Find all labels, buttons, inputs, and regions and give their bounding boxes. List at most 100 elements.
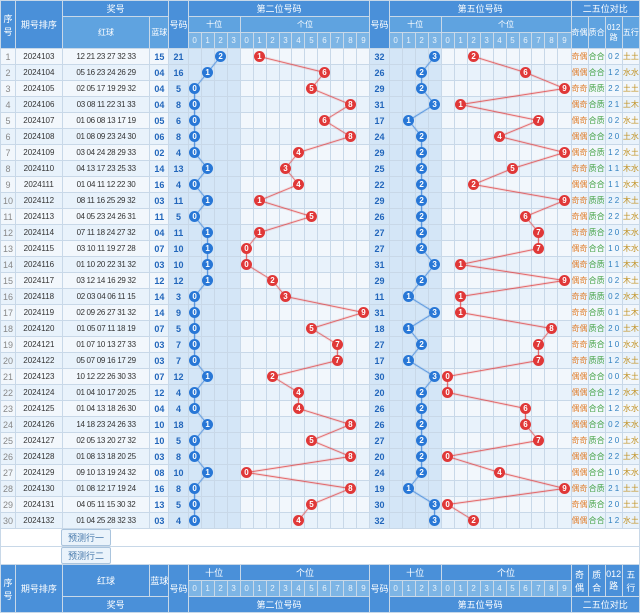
cell-issue[interactable]: 2024105 (15, 81, 62, 97)
cell-n5: 32 (370, 49, 389, 65)
cell-issue[interactable]: 2024112 (15, 193, 62, 209)
digit-hdr: 2 (467, 33, 480, 49)
cell-issue[interactable]: 2024106 (15, 97, 62, 113)
cell-blueball: 04 (150, 65, 169, 81)
miss-cell (357, 113, 370, 129)
cell-issue[interactable]: 2024126 (15, 417, 62, 433)
miss-cell (266, 49, 279, 65)
miss-cell (441, 513, 454, 529)
miss-cell (454, 161, 467, 177)
cell-issue[interactable]: 2024132 (15, 513, 62, 529)
miss-cell (467, 289, 480, 305)
predict-row-2-button[interactable]: 预测行二 (61, 547, 111, 564)
miss-cell (292, 81, 305, 97)
miss-cell (240, 129, 253, 145)
miss-cell (441, 257, 454, 273)
miss-cell (357, 49, 370, 65)
ball-ge5: 1 (454, 97, 467, 113)
digit-hdr: 0 (441, 581, 454, 597)
cell-issue[interactable]: 2024113 (15, 209, 62, 225)
miss-cell (318, 145, 331, 161)
cell-issue[interactable]: 2024104 (15, 65, 62, 81)
ball-shi2: 0 (188, 433, 201, 449)
cell-issue[interactable]: 2024107 (15, 113, 62, 129)
miss-cell (214, 513, 227, 529)
miss-cell (279, 49, 292, 65)
cell-seq: 8 (1, 161, 16, 177)
cell-issue[interactable]: 2024108 (15, 129, 62, 145)
cell-issue[interactable]: 2024123 (15, 369, 62, 385)
miss-cell (279, 369, 292, 385)
miss-cell (188, 417, 201, 433)
miss-cell (454, 65, 467, 81)
digit-hdr: 0 (389, 33, 402, 49)
cell-issue[interactable]: 2024116 (15, 257, 62, 273)
cell-issue[interactable]: 2024120 (15, 321, 62, 337)
cell-n2: 10 (169, 465, 188, 481)
ball-shi5: 3 (428, 97, 441, 113)
cell-issue[interactable]: 2024109 (15, 145, 62, 161)
cell-issue[interactable]: 2024111 (15, 177, 62, 193)
miss-cell (357, 257, 370, 273)
cell-issue[interactable]: 2024127 (15, 433, 62, 449)
cell-issue[interactable]: 2024130 (15, 481, 62, 497)
miss-cell (240, 337, 253, 353)
miss-cell (318, 305, 331, 321)
cell-issue[interactable]: 2024124 (15, 385, 62, 401)
cell-redballs: 01 06 08 13 17 19 (62, 113, 149, 129)
miss-cell (519, 161, 532, 177)
miss-cell (532, 193, 545, 209)
ball-ge5: 1 (454, 305, 467, 321)
miss-cell (253, 417, 266, 433)
miss-cell (441, 97, 454, 113)
cell-redballs: 01 04 10 17 20 25 (62, 385, 149, 401)
miss-cell (318, 97, 331, 113)
cell-issue[interactable]: 2024118 (15, 289, 62, 305)
hdr-issue[interactable]: 期号排序 (15, 1, 62, 49)
digit-hdr: 7 (331, 33, 344, 49)
cell-oddeven: 偶偶 (571, 401, 588, 417)
miss-cell (305, 273, 318, 289)
miss-cell (454, 177, 467, 193)
cell-issue[interactable]: 2024114 (15, 225, 62, 241)
cell-oddeven: 偶偶 (571, 417, 588, 433)
cell-issue[interactable]: 2024129 (15, 465, 62, 481)
cell-issue[interactable]: 2024119 (15, 305, 62, 321)
cell-blueball: 08 (150, 465, 169, 481)
cell-route: 2 0 (605, 129, 622, 145)
hdr-seq[interactable]: 序号 (1, 1, 16, 49)
cell-zhihe: 合合 (588, 49, 605, 65)
miss-cell (266, 241, 279, 257)
cell-zhihe: 质质 (588, 81, 605, 97)
miss-cell (558, 401, 571, 417)
cell-zhihe: 合质 (588, 257, 605, 273)
miss-cell (545, 65, 558, 81)
cell-issue[interactable]: 2024103 (15, 49, 62, 65)
miss-cell (305, 449, 318, 465)
cell-issue[interactable]: 2024115 (15, 241, 62, 257)
cell-issue[interactable]: 2024128 (15, 449, 62, 465)
cell-issue[interactable]: 2024131 (15, 497, 62, 513)
cell-oddeven: 偶奇 (571, 113, 588, 129)
cell-issue[interactable]: 2024117 (15, 273, 62, 289)
cell-issue[interactable]: 2024121 (15, 337, 62, 353)
miss-cell (558, 161, 571, 177)
cell-wuxing: 木水 (622, 465, 639, 481)
digit-hdr: 4 (292, 581, 305, 597)
miss-cell (331, 193, 344, 209)
cell-issue[interactable]: 2024125 (15, 401, 62, 417)
miss-cell (305, 97, 318, 113)
miss-cell (292, 241, 305, 257)
miss-cell (467, 241, 480, 257)
cell-route: 1 1 (605, 161, 622, 177)
cell-issue[interactable]: 2024122 (15, 353, 62, 369)
miss-cell (389, 193, 402, 209)
miss-cell (305, 369, 318, 385)
predict-row-1-button[interactable]: 预测行一 (61, 529, 111, 546)
miss-cell (279, 145, 292, 161)
cell-wuxing: 水土 (622, 145, 639, 161)
cell-issue[interactable]: 2024110 (15, 161, 62, 177)
miss-cell (214, 337, 227, 353)
miss-cell (240, 81, 253, 97)
miss-cell (240, 145, 253, 161)
